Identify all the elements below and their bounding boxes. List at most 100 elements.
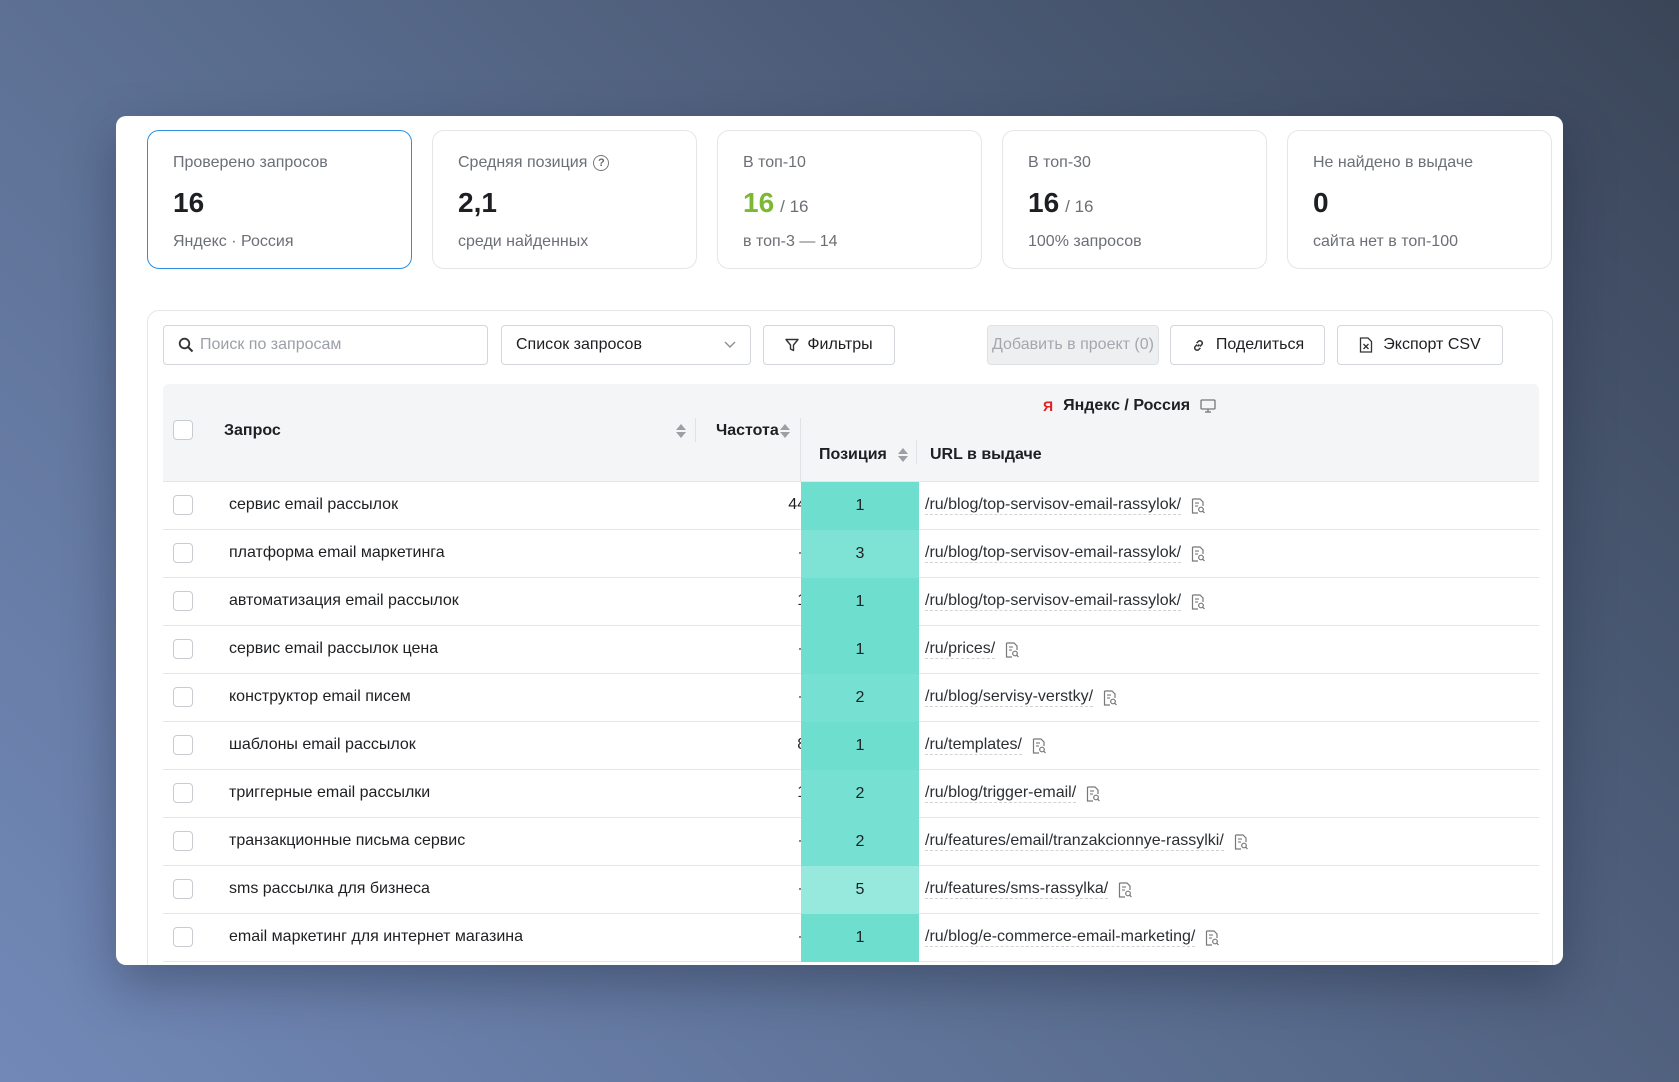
stat-label: Проверено запросов [173,154,328,171]
select-all-checkbox[interactable] [173,420,193,440]
export-csv-button[interactable]: Экспорт CSV [1337,325,1503,365]
column-frequency[interactable]: Частота [716,422,779,439]
stat-not-found[interactable]: Не найдено в выдаче 0 сайта нет в топ-10… [1287,130,1552,269]
url-link[interactable]: /ru/blog/top-servisov-email-rassylok/ [925,592,1182,611]
column-query[interactable]: Запрос [224,422,281,439]
url-cell: /ru/blog/servisy-verstky/ [925,688,1117,707]
sort-icon[interactable] [676,423,686,439]
engine-title: Яндекс / Россия [1063,397,1191,414]
serp-preview-icon[interactable] [1205,929,1220,946]
position-cell: 1 [801,578,919,626]
url-link[interactable]: /ru/blog/top-servisov-email-rassylok/ [925,496,1182,515]
serp-preview-icon[interactable] [1086,785,1101,802]
query-cell: транзакционные письма сервис [229,832,466,849]
row-checkbox[interactable] [173,735,193,755]
url-link[interactable]: /ru/blog/servisy-verstky/ [925,688,1094,707]
table-row: sms рассылка для бизнеса — 5 /ru/feature… [163,866,1539,914]
url-cell: /ru/features/email/tranzakcionnye-rassyl… [925,832,1248,851]
url-link[interactable]: /ru/features/sms-rassylka/ [925,880,1109,899]
search-input[interactable]: Поиск по запросам [163,325,488,365]
frequency-cell: 442 [695,496,815,514]
sort-icon[interactable] [898,447,908,463]
chevron-down-icon [724,341,736,348]
stat-top-10[interactable]: В топ-10 16/ 16 в топ-3 — 14 [717,130,982,269]
column-url[interactable]: URL в выдаче [930,446,1042,463]
help-icon[interactable]: ? [593,155,610,171]
row-checkbox[interactable] [173,639,193,659]
toolbar: Поиск по запросам Список запросов Фильтр… [163,325,1538,365]
url-link[interactable]: /ru/blog/trigger-email/ [925,784,1077,803]
serp-preview-icon[interactable] [1191,593,1206,610]
table-row: сервис email рассылок 442 1 /ru/blog/top… [163,482,1539,530]
stat-checked-queries[interactable]: Проверено запросов 16 Яндекс · Россия [147,130,412,269]
row-checkbox[interactable] [173,879,193,899]
serp-preview-icon[interactable] [1234,833,1248,850]
table-row: сервис email рассылок цена — 1 /ru/price… [163,626,1539,674]
search-placeholder: Поиск по запросам [200,336,342,353]
column-divider [800,418,801,482]
table-row: конструктор email писем — 2 /ru/blog/ser… [163,674,1539,722]
column-position[interactable]: Позиция [819,446,887,463]
row-checkbox[interactable] [173,543,193,563]
stat-top-30[interactable]: В топ-30 16/ 16 100% запросов [1002,130,1267,269]
serp-preview-icon[interactable] [1118,881,1133,898]
add-to-project-button[interactable]: Добавить в проект (0) [987,325,1159,365]
column-divider [695,418,696,442]
table-header: Запрос Частота Я Яндекс / Россия Позиция… [163,384,1539,482]
sort-icon[interactable] [780,423,790,439]
row-checkbox[interactable] [173,927,193,947]
query-cell: конструктор email писем [229,688,411,705]
position-cell: 5 [801,866,919,914]
position-cell: 2 [801,674,919,722]
table-row: платформа email маркетинга — 3 /ru/blog/… [163,530,1539,578]
position-cell: 3 [801,530,919,578]
serp-preview-icon[interactable] [1005,641,1020,658]
stat-average-position[interactable]: Средняя позиция ? 2,1 среди найденных [432,130,697,269]
share-label: Поделиться [1215,336,1305,353]
query-cell: email маркетинг для интернет магазина [229,928,523,945]
url-link[interactable]: /ru/prices/ [925,640,996,659]
stat-value: 16/ 16 [1028,187,1094,218]
serp-preview-icon[interactable] [1191,545,1206,562]
query-list-select[interactable]: Список запросов [501,325,751,365]
export-label: Экспорт CSV [1383,336,1481,353]
url-cell: /ru/blog/top-servisov-email-rassylok/ [925,496,1206,515]
row-checkbox[interactable] [173,495,193,515]
table-row: email маркетинг для интернет магазина — … [163,914,1539,962]
filters-button[interactable]: Фильтры [763,325,895,365]
url-link[interactable]: /ru/blog/e-commerce-email-marketing/ [925,928,1196,947]
url-link[interactable]: /ru/features/email/tranzakcionnye-rassyl… [925,832,1224,851]
frequency-cell: — [695,640,815,658]
position-cell: 2 [801,818,919,866]
position-cell: 1 [801,914,919,962]
url-cell: /ru/templates/ [925,736,1046,755]
serp-preview-icon[interactable] [1032,737,1046,754]
query-cell: платформа email маркетинга [229,544,445,561]
row-checkbox[interactable] [173,591,193,611]
url-link[interactable]: /ru/blog/top-servisov-email-rassylok/ [925,544,1182,563]
results-table: Запрос Частота Я Яндекс / Россия Позиция… [163,384,1539,962]
frequency-cell: 12 [695,784,815,802]
serp-preview-icon[interactable] [1103,689,1117,706]
table-row: шаблоны email рассылок 82 1 /ru/template… [163,722,1539,770]
select-value: Список запросов [516,336,642,353]
share-button[interactable]: Поделиться [1170,325,1325,365]
stat-value: 16/ 16 [743,187,809,218]
url-cell: /ru/blog/trigger-email/ [925,784,1101,803]
row-checkbox[interactable] [173,687,193,707]
row-checkbox[interactable] [173,783,193,803]
frequency-cell: — [695,880,815,898]
frequency-cell: — [695,832,815,850]
serp-preview-icon[interactable] [1191,497,1206,514]
filters-label: Фильтры [807,336,873,353]
link-icon [1193,339,1203,351]
url-link[interactable]: /ru/templates/ [925,736,1022,755]
stat-value: 0 [1313,187,1329,218]
stat-value: 2,1 [458,187,497,218]
engine-header: Я Яндекс / Россия [1043,397,1216,415]
row-checkbox[interactable] [173,831,193,851]
frequency-cell: 82 [695,736,815,754]
frequency-cell: — [695,928,815,946]
search-icon [178,337,194,353]
url-cell: /ru/prices/ [925,640,1020,659]
